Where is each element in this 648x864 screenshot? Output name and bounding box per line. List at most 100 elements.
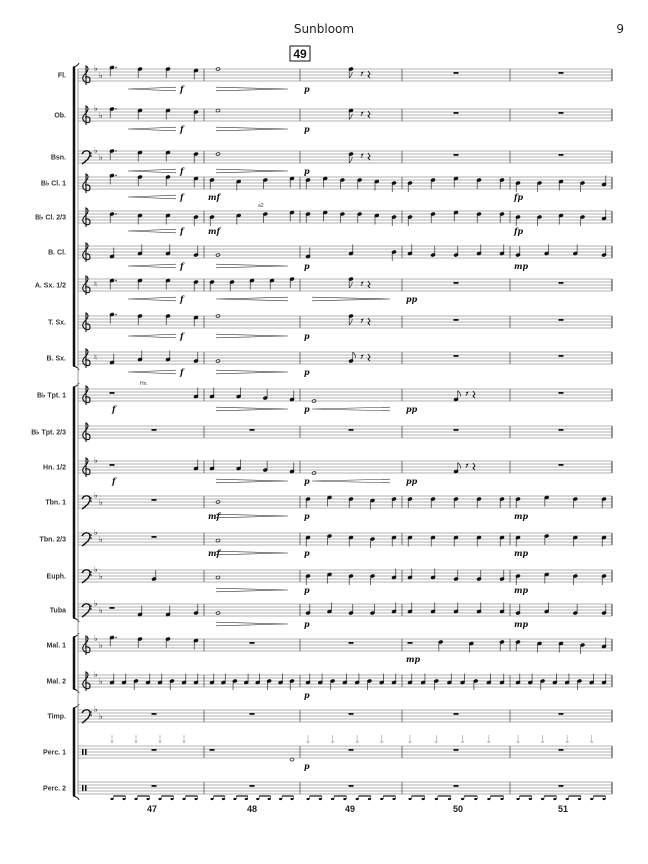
- cue-note-head: [330, 740, 335, 744]
- diminuendo-hairpin: [311, 296, 391, 302]
- crescendo-hairpin: [127, 228, 177, 234]
- note-head: [122, 797, 126, 801]
- note-head: [380, 797, 384, 801]
- diminuendo-hairpin: [215, 550, 289, 556]
- crescendo-hairpin: [127, 333, 177, 339]
- whole-rest-icon: [348, 749, 354, 751]
- clef-dot: [90, 574, 92, 576]
- note-head: [278, 797, 283, 801]
- note-head: [318, 797, 322, 801]
- staff-label: B. Cl.: [48, 250, 66, 257]
- cue-note-head: [110, 740, 114, 744]
- whole-rest-icon: [151, 499, 157, 501]
- cue-note-head: [434, 740, 439, 744]
- flat-icon: ♭: [99, 71, 103, 80]
- note-flag: [348, 156, 353, 164]
- flat-icon: ♭: [99, 535, 103, 544]
- eighth-rest-icon: [465, 463, 469, 469]
- clef-dot: [90, 711, 92, 713]
- bracket-hook: [72, 632, 80, 694]
- staff-label: Fl.: [58, 73, 66, 80]
- crescendo-hairpin: [127, 263, 177, 269]
- staff-label: Timp.: [47, 714, 66, 721]
- cue-note-head: [589, 740, 594, 744]
- cue-note-head: [540, 740, 545, 744]
- staff-b-cl-2-3: B♭ Cl. 2/3 f mf fp a2: [35, 203, 613, 236]
- bass-clef-icon: [81, 569, 91, 584]
- staff-label: B. Sx.: [47, 356, 67, 363]
- flat-icon: ♭: [94, 599, 98, 608]
- whole-rest-icon: [151, 785, 157, 787]
- whole-rest-icon: [558, 154, 564, 156]
- whole-rest-icon: [453, 355, 459, 357]
- staff-label: Mal. 2: [47, 679, 67, 686]
- note-head: [110, 797, 114, 801]
- dynamic-marking: mp: [514, 585, 528, 595]
- dynamic-marking: mf: [208, 226, 221, 236]
- percussion-clef-icon: [82, 749, 84, 755]
- augmentation-dot: [115, 279, 117, 282]
- whole-rest-icon: [453, 282, 459, 284]
- note-head: [306, 797, 310, 801]
- note-head: [447, 797, 452, 801]
- eighth-rest-icon: [465, 391, 469, 397]
- staff-hn-1-2: Hn. 1/2♭f p pp: [43, 456, 613, 486]
- note-head: [215, 314, 221, 318]
- whole-rest-icon: [109, 464, 115, 466]
- note-flag: [348, 113, 353, 120]
- staff-label: Hn. 1/2: [43, 465, 66, 472]
- staff-label: B♭ Cl. 2/3: [35, 214, 66, 222]
- clef-dot: [90, 605, 92, 607]
- note-head: [170, 797, 174, 801]
- whole-rest-icon: [109, 392, 115, 394]
- dynamic-marking: f: [179, 84, 185, 94]
- dynamic-marking: p: [304, 261, 310, 271]
- clef-dot: [90, 534, 92, 536]
- note-head: [565, 797, 569, 801]
- augmentation-dot: [115, 150, 117, 152]
- note-head: [421, 797, 425, 801]
- staff-perc-1: Perc. 1 p: [43, 735, 613, 771]
- staff-label: Tbn. 2/3: [40, 537, 67, 544]
- flat-icon: ♭: [94, 146, 98, 155]
- staff-perc-2: Perc. 2: [43, 781, 613, 801]
- note-head: [158, 797, 162, 801]
- staff-label: Mal. 1: [47, 643, 67, 650]
- note-head: [244, 797, 248, 801]
- treble-clef-icon: [82, 65, 91, 85]
- dynamic-marking: p: [304, 166, 310, 176]
- dynamic-marking: f: [179, 226, 185, 236]
- note-flag: [348, 318, 353, 326]
- whole-rest-icon: [558, 112, 564, 114]
- staff-euph-: Euph. ♭♭ p mp: [47, 565, 613, 595]
- note-head: [487, 797, 491, 801]
- eighth-rest-icon: [360, 318, 364, 324]
- staff-tuba: Tuba ♭♭ p mp: [50, 599, 613, 629]
- whole-rest-icon: [249, 785, 255, 787]
- clef-dot: [90, 608, 92, 610]
- note-flag: [457, 462, 462, 469]
- staff-label: B♭ Tpt. 2/3: [31, 429, 66, 437]
- clef-dot: [90, 714, 92, 716]
- diminuendo-hairpin: [215, 478, 289, 484]
- treble-clef-icon: [82, 207, 91, 227]
- dynamic-marking: fp: [513, 226, 523, 236]
- staff-b-tpt-2-3: B♭ Tpt. 2/3: [31, 422, 613, 442]
- diminuendo-hairpin: [215, 369, 289, 375]
- dynamic-marking: mp: [514, 511, 528, 521]
- dynamic-marking: p: [304, 761, 310, 771]
- whole-rest-icon: [558, 355, 564, 357]
- dynamic-marking: f: [179, 124, 185, 134]
- staff-a-sx-1-2: A. Sx. 1/2 ♮ f pp: [35, 275, 613, 304]
- staff-t-sx-: T. Sx. f p: [48, 312, 613, 341]
- note-flag: [352, 351, 357, 359]
- whole-rest-icon: [151, 429, 157, 431]
- dynamic-marking: p: [304, 84, 310, 94]
- quarter-rest-icon: [472, 462, 476, 471]
- staff-label: Perc. 1: [43, 750, 66, 757]
- staff-label: B♭ Tpt. 1: [37, 392, 66, 400]
- whole-rest-icon: [453, 319, 459, 321]
- dynamic-marking: pp: [406, 404, 418, 414]
- quarter-rest-icon: [367, 317, 371, 326]
- cue-note-head: [158, 740, 162, 744]
